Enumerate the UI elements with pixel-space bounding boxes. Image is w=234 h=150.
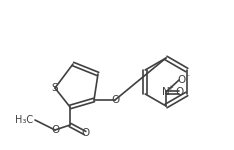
Text: H₃C: H₃C bbox=[15, 115, 33, 125]
Text: O: O bbox=[178, 75, 186, 85]
Text: O: O bbox=[175, 87, 183, 97]
Text: O: O bbox=[111, 95, 119, 105]
Text: +: + bbox=[167, 85, 173, 91]
Text: O: O bbox=[81, 128, 89, 138]
Text: O: O bbox=[51, 125, 59, 135]
Text: ⁻: ⁻ bbox=[186, 72, 190, 81]
Text: S: S bbox=[52, 83, 58, 93]
Text: N: N bbox=[162, 87, 170, 97]
